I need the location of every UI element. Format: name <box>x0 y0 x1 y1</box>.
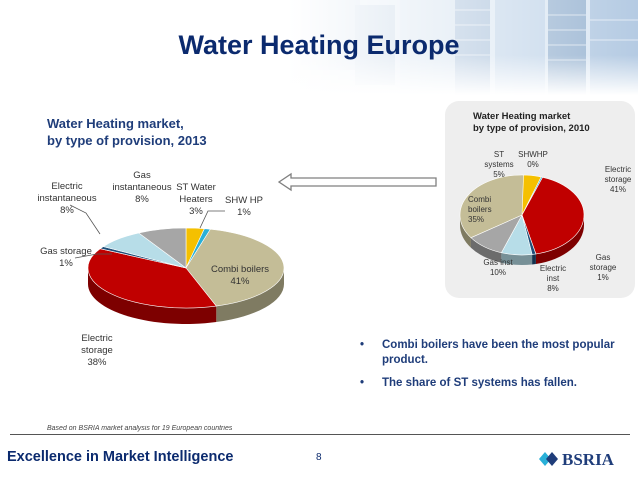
main-label-electric-instantaneous-line-1: Electric <box>51 181 83 192</box>
main-label-combi-boilers-line-1: Combi boilers <box>210 264 270 275</box>
inset-chart-title-line-2: by type of provision, 2010 <box>473 123 590 134</box>
inset-slice-electric_storage <box>521 176 585 255</box>
inset-chart-title-line-1: Water Heating market <box>473 111 571 122</box>
main-label-electric-instantaneous: Electric instantaneous 8% <box>32 181 102 217</box>
inset-slice-side-gas_inst <box>470 237 502 263</box>
main-label-electric-instantaneous-line-2: instantaneous <box>37 193 97 204</box>
main-label-st-water-heaters-line-1: ST Water <box>176 182 216 193</box>
inset-label-electric-storage-pct: 41% <box>609 185 626 194</box>
main-label-gas-storage-pct: 1% <box>59 258 73 269</box>
page-number: 8 <box>316 452 322 463</box>
main-chart-title-line-1: Water Heating market, <box>47 116 184 131</box>
inset-label-gas-inst-line-1: Gas inst <box>483 258 513 267</box>
left-arrow-icon <box>278 172 437 192</box>
inset-label-gas-storage-line-2: storage <box>589 263 617 272</box>
main-label-electric-storage-line-2: storage <box>81 345 113 356</box>
inset-slice-side-gas_storage <box>532 253 536 265</box>
inset-label-st-systems-line-2: systems <box>484 160 514 169</box>
inset-label-electric-inst-pct: 8% <box>547 284 559 293</box>
main-label-combi-boilers-pct: 41% <box>230 276 250 287</box>
main-slice-gas_inst <box>138 227 187 269</box>
inset-label-electric-inst-line-1: Electric <box>539 264 567 273</box>
key-findings-list: • Combi boilers have been the most popul… <box>360 338 630 399</box>
main-leader-electric-instantaneous <box>69 204 101 235</box>
inset-label-combi-boilers-pct: 35% <box>468 215 485 224</box>
main-slice-side-electric_storage <box>88 268 217 324</box>
inset-label-combi-boilers-line-2: boilers <box>468 205 492 214</box>
inset-chart-title: Water Heating market by type of provisio… <box>473 111 590 135</box>
main-label-gas-instantaneous-pct: 8% <box>135 194 149 205</box>
main-label-st-water-heaters-pct: 3% <box>189 206 203 217</box>
inset-label-st-systems-pct: 5% <box>493 170 505 179</box>
inset-label-combi-boilers: Combi boilers 35% <box>468 195 498 225</box>
inset-label-electric-storage-line-1: Electric <box>604 165 632 174</box>
header-skyline-banner <box>0 0 638 95</box>
inset-label-electric-inst-line-2: inst <box>546 274 560 283</box>
bullet-text: Combi boilers have been the most popular… <box>382 339 615 366</box>
main-label-electric-storage-line-1: Electric <box>81 333 113 344</box>
main-label-shw-hp-line-1: SHW HP <box>225 195 263 206</box>
slide-title: Water Heating Europe <box>178 30 460 60</box>
main-label-electric-instantaneous-pct: 8% <box>60 205 74 216</box>
main-label-gas-instantaneous-line-2: instantaneous <box>112 182 172 193</box>
inset-label-electric-storage: Electric storage 41% <box>601 165 635 195</box>
main-label-electric-storage: Electric storage 38% <box>67 333 127 369</box>
main-label-gas-instantaneous-line-1: Gas <box>133 170 151 181</box>
bullet-dot-icon: • <box>360 339 365 351</box>
main-slice-side-combi <box>216 268 284 323</box>
inset-label-electric-inst: Electric inst 8% <box>533 264 573 294</box>
main-slice-combi <box>185 228 285 307</box>
inset-slice-side-electric_storage <box>535 215 584 264</box>
main-chart-title-line-2: by type of provision, 2013 <box>47 133 207 148</box>
bullet-item: • Combi boilers have been the most popul… <box>360 338 630 368</box>
bsria-logo: BSRIA <box>539 450 615 469</box>
inset-label-gas-storage-pct: 1% <box>597 273 609 282</box>
footer-divider <box>10 434 630 435</box>
inset-slice-combi <box>459 174 524 239</box>
main-leader-shw-hp <box>199 210 225 229</box>
inset-label-gas-storage: Gas storage 1% <box>586 253 620 283</box>
inset-label-gas-inst: Gas inst 10% <box>478 258 518 278</box>
inset-label-combi-boilers-line-1: Combi <box>468 195 492 204</box>
main-label-shw-hp: SHW HP 1% <box>219 195 269 219</box>
inset-label-st-systems-line-1: ST <box>493 150 505 159</box>
inset-label-shwhp-pct: 0% <box>527 160 539 169</box>
footer-tagline: Excellence in Market Intelligence <box>7 449 234 465</box>
main-label-st-water-heaters-line-2: Heaters <box>179 194 213 205</box>
inset-slice-side-electric_inst <box>501 252 533 265</box>
main-label-gas-storage-line-1: Gas storage <box>40 246 92 257</box>
bullet-text: The share of ST systems has fallen. <box>382 377 577 389</box>
main-slice-electric_storage <box>87 248 217 309</box>
main-label-combi-boilers: Combi boilers 41% <box>200 264 280 288</box>
inset-slice-side-combi <box>460 215 471 248</box>
bullet-dot-icon: • <box>360 377 365 389</box>
main-label-gas-storage: Gas storage 1% <box>36 246 96 270</box>
inset-label-shwhp-line-1: SHWHP <box>518 150 548 159</box>
inset-label-shwhp: SHWHP 0% <box>513 150 553 170</box>
inset-label-electric-storage-line-2: storage <box>604 175 632 184</box>
inset-label-st-systems: ST systems 5% <box>479 150 519 180</box>
main-label-st-water-heaters: ST Water Heaters 3% <box>166 182 226 218</box>
logo-text: BSRIA <box>562 450 615 469</box>
main-leader-gas-storage <box>74 253 112 259</box>
source-footnote: Based on BSRIA market analysis for 19 Eu… <box>47 425 233 432</box>
main-chart-title: Water Heating market, by type of provisi… <box>47 115 207 149</box>
inset-label-gas-inst-pct: 10% <box>489 268 506 277</box>
bullet-item: • The share of ST systems has fallen. <box>360 376 630 391</box>
main-label-shw-hp-pct: 1% <box>237 207 251 218</box>
inset-label-gas-storage-line-1: Gas <box>595 253 611 262</box>
main-label-gas-instantaneous: Gas instantaneous 8% <box>107 170 177 206</box>
main-label-electric-storage-pct: 38% <box>87 357 107 368</box>
